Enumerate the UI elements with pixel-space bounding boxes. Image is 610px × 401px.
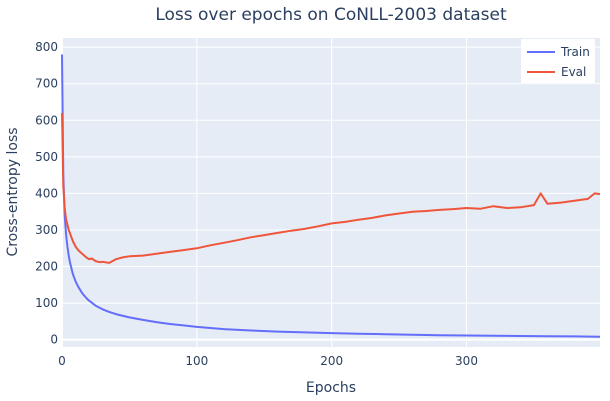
x-tick-label: 300 xyxy=(455,354,478,368)
y-tick-label: 100 xyxy=(35,296,58,310)
grid-lines xyxy=(61,38,600,347)
y-tick-label: 700 xyxy=(35,77,58,91)
y-axis-title: Cross-entropy loss xyxy=(5,127,21,256)
tick-labels: 0 100 200 300 400 500 600 700 800 0 100 200 300 xyxy=(35,40,478,368)
x-tick-label: 0 xyxy=(58,354,66,368)
y-tick-label: 600 xyxy=(35,113,58,127)
y-tick-label: 800 xyxy=(35,40,58,54)
y-tick-label: 400 xyxy=(35,186,58,200)
x-axis-title: Epochs xyxy=(306,380,356,396)
legend-label: Train xyxy=(560,45,590,59)
y-tick-label: 500 xyxy=(35,150,58,164)
y-tick-label: 0 xyxy=(50,333,58,347)
legend: Train Eval xyxy=(521,39,595,83)
series-line-train xyxy=(61,54,601,338)
legend-label: Eval xyxy=(561,65,586,79)
legend-box xyxy=(521,39,595,83)
series-line-eval xyxy=(61,112,601,264)
series-layer xyxy=(61,54,601,338)
x-tick-label: 100 xyxy=(185,354,208,368)
plot-area xyxy=(62,38,600,347)
x-tick-label: 200 xyxy=(320,354,343,368)
y-tick-label: 300 xyxy=(35,223,58,237)
y-tick-label: 200 xyxy=(35,260,58,274)
chart-title: Loss over epochs on CoNLL-2003 dataset xyxy=(155,5,507,25)
